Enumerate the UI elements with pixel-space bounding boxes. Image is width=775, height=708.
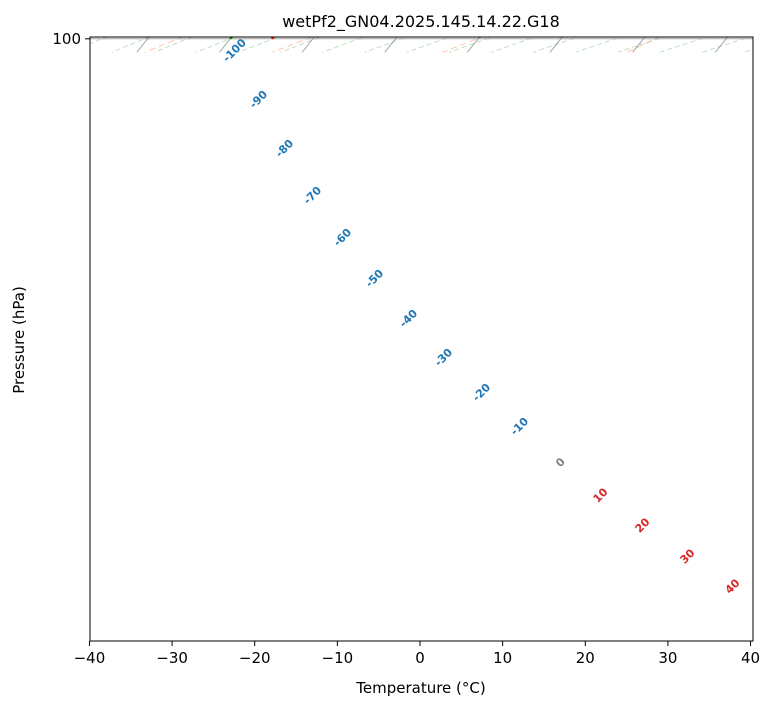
y-axis-label: Pressure (hPa) bbox=[10, 286, 28, 394]
x-tick-label: 40 bbox=[741, 649, 760, 667]
y-tick-label: 100 bbox=[52, 30, 81, 48]
plot-frame bbox=[89, 36, 754, 642]
x-tick-label: 0 bbox=[415, 649, 425, 667]
x-tick-label: −40 bbox=[74, 649, 106, 667]
chart-title: wetPf2_GN04.2025.145.14.22.G18 bbox=[282, 12, 560, 32]
x-tick-label: 30 bbox=[658, 649, 677, 667]
x-tick-label: 20 bbox=[576, 649, 595, 667]
x-tick-label: 10 bbox=[493, 649, 512, 667]
x-tick-label: −20 bbox=[239, 649, 271, 667]
x-axis-label: Temperature (°C) bbox=[355, 679, 485, 697]
x-tick-label: −10 bbox=[322, 649, 354, 667]
x-tick-label: −30 bbox=[156, 649, 188, 667]
